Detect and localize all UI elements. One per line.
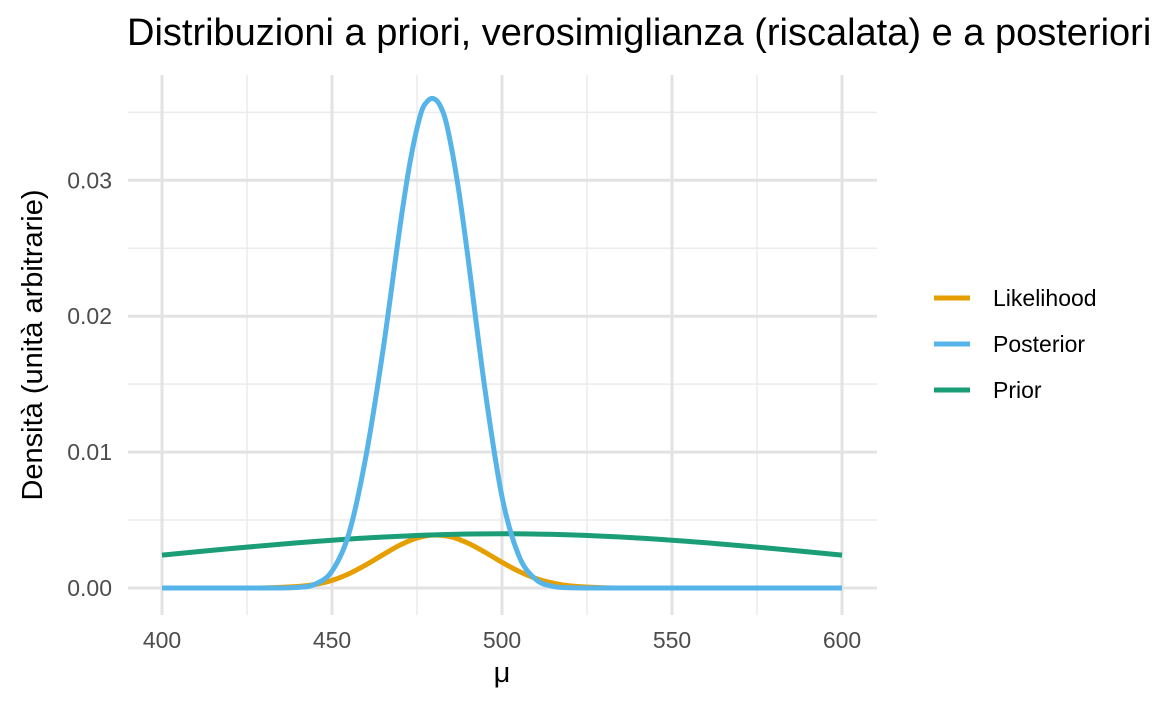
legend-item-prior: Prior: [934, 377, 1042, 403]
legend-label: Likelihood: [993, 285, 1097, 311]
legend-label: Prior: [993, 377, 1042, 403]
y-axis-title: Densità (unità arbitrarie): [17, 189, 49, 500]
x-tick-label: 500: [483, 627, 521, 653]
y-tick-label: 0.01: [67, 439, 112, 465]
y-axis-ticks: 0.00 0.01 0.02 0.03: [67, 167, 112, 601]
series-lines: [161, 95, 843, 591]
y-tick-label: 0.00: [67, 575, 112, 601]
x-tick-label: 600: [823, 627, 861, 653]
x-axis-title: μ: [494, 657, 511, 689]
series-line-prior: [161, 531, 843, 558]
major-gridlines: [128, 75, 877, 615]
x-tick-label: 450: [313, 627, 351, 653]
x-axis-ticks: 400 450 500 550 600: [143, 627, 861, 653]
series-line-posterior: [161, 95, 842, 591]
legend-label: Posterior: [993, 331, 1085, 357]
x-tick-label: 550: [653, 627, 691, 653]
y-tick-label: 0.03: [67, 167, 112, 193]
legend-item-posterior: Posterior: [934, 331, 1085, 357]
y-tick-label: 0.02: [67, 303, 112, 329]
legend-item-likelihood: Likelihood: [934, 285, 1097, 311]
x-tick-label: 400: [143, 627, 181, 653]
legend: Likelihood Posterior Prior: [934, 285, 1097, 403]
chart-title: Distribuzioni a priori, verosimiglianza …: [127, 12, 1152, 54]
